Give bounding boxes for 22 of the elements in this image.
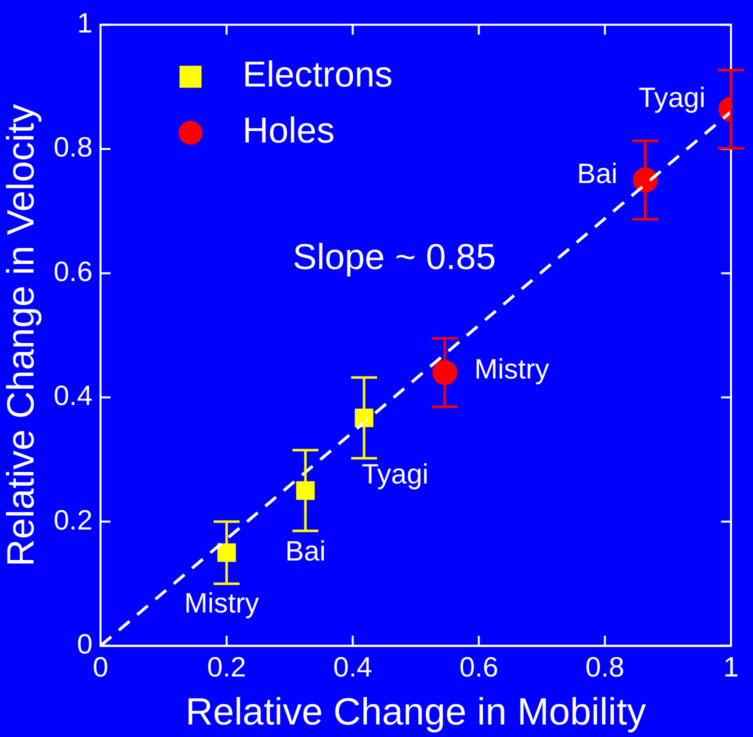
annotation: Bai [285,535,326,566]
x-tick-label: 1 [723,651,739,682]
x-tick-label: 0.6 [459,651,498,682]
legend-label: Holes [242,110,335,151]
y-tick-label: 0.2 [54,504,93,536]
y-axis-title: Relative Change in Velocity [0,104,42,567]
annotation: Slope ~ 0.85 [292,236,496,277]
y-tick-label: 0 [76,628,93,660]
y-tick-label: 1 [76,8,93,39]
annotation: Mistry [184,587,259,618]
x-tick-label: 0.2 [207,651,246,682]
annotation: Mistry [474,353,550,384]
annotation: Tyagi [638,82,706,113]
y-tick-label: 0.6 [54,256,93,287]
annotation: Bai [577,158,618,189]
y-tick-label: 0.4 [54,380,93,412]
legend-label: Electrons [242,54,393,95]
x-axis-title: Relative Change in Mobility [186,692,646,734]
y-tick-label: 0.8 [54,132,93,163]
annotation: Tyagi [362,458,429,490]
x-tick-label: 0.8 [585,651,624,682]
x-tick-label: 0.4 [333,651,372,682]
